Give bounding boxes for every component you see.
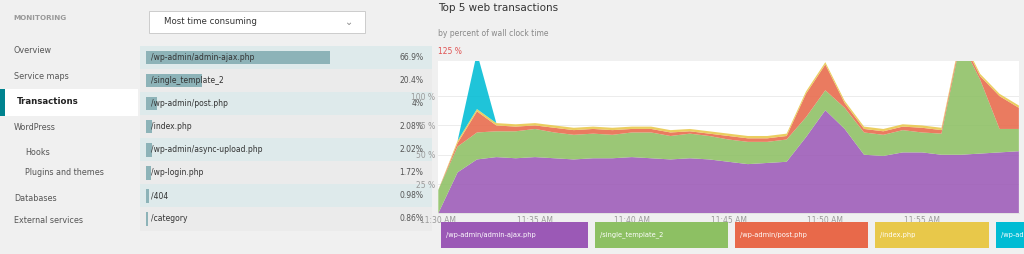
- FancyBboxPatch shape: [0, 89, 138, 116]
- Text: External services: External services: [14, 216, 83, 226]
- FancyBboxPatch shape: [146, 213, 148, 226]
- FancyBboxPatch shape: [735, 222, 868, 248]
- FancyBboxPatch shape: [146, 189, 148, 203]
- Text: /single_template_2: /single_template_2: [151, 76, 223, 85]
- FancyBboxPatch shape: [146, 120, 152, 133]
- Text: Hooks: Hooks: [25, 148, 49, 157]
- Text: Top 5 web transactions: Top 5 web transactions: [438, 3, 558, 13]
- Text: /wp-login.php: /wp-login.php: [151, 168, 203, 177]
- FancyBboxPatch shape: [146, 51, 330, 64]
- Text: WordPress: WordPress: [14, 122, 55, 132]
- FancyBboxPatch shape: [140, 184, 432, 207]
- Text: by percent of wall clock time: by percent of wall clock time: [438, 29, 549, 38]
- FancyBboxPatch shape: [140, 207, 432, 231]
- Text: Service maps: Service maps: [14, 72, 69, 81]
- Text: /wp-admin/post.php: /wp-admin/post.php: [740, 232, 807, 238]
- FancyBboxPatch shape: [140, 115, 432, 138]
- Text: /index.php: /index.php: [151, 122, 191, 131]
- FancyBboxPatch shape: [146, 74, 202, 87]
- Text: MONITORING: MONITORING: [14, 15, 68, 21]
- Text: 0.98%: 0.98%: [399, 191, 423, 200]
- FancyBboxPatch shape: [595, 222, 728, 248]
- FancyBboxPatch shape: [146, 143, 152, 156]
- FancyBboxPatch shape: [996, 222, 1024, 248]
- FancyBboxPatch shape: [146, 166, 151, 180]
- Text: Plugins and themes: Plugins and themes: [25, 168, 103, 177]
- FancyBboxPatch shape: [150, 11, 365, 33]
- Text: Most time consuming: Most time consuming: [164, 17, 256, 26]
- Text: /index.php: /index.php: [880, 232, 915, 238]
- Text: /wp-admin/async-upload.php: /wp-admin/async-upload.php: [151, 145, 262, 154]
- Text: /wp-admin/async-upload.php: /wp-admin/async-upload.php: [1001, 232, 1024, 238]
- Text: 66.9%: 66.9%: [399, 53, 423, 62]
- Text: Databases: Databases: [14, 194, 56, 203]
- Text: /wp-admin/post.php: /wp-admin/post.php: [151, 99, 227, 108]
- Text: 2.02%: 2.02%: [399, 145, 423, 154]
- FancyBboxPatch shape: [146, 97, 157, 110]
- Text: /category: /category: [151, 214, 187, 224]
- Text: /single_template_2: /single_template_2: [600, 232, 664, 238]
- FancyBboxPatch shape: [140, 138, 432, 161]
- Text: 1.72%: 1.72%: [399, 168, 423, 177]
- Text: ⌄: ⌄: [344, 17, 352, 27]
- FancyBboxPatch shape: [140, 46, 432, 69]
- FancyBboxPatch shape: [140, 69, 432, 92]
- Text: 4%: 4%: [412, 99, 423, 108]
- Text: 20.4%: 20.4%: [399, 76, 423, 85]
- Text: 2.08%: 2.08%: [399, 122, 423, 131]
- Text: 125 %: 125 %: [438, 47, 462, 56]
- Text: 0.86%: 0.86%: [399, 214, 423, 224]
- FancyBboxPatch shape: [140, 92, 432, 115]
- FancyBboxPatch shape: [876, 222, 989, 248]
- Text: Overview: Overview: [14, 46, 52, 55]
- FancyBboxPatch shape: [0, 89, 5, 116]
- Text: /404: /404: [151, 191, 168, 200]
- Text: /wp-admin/admin-ajax.php: /wp-admin/admin-ajax.php: [151, 53, 254, 62]
- Text: /wp-admin/admin-ajax.php: /wp-admin/admin-ajax.php: [445, 232, 536, 238]
- FancyBboxPatch shape: [140, 161, 432, 184]
- FancyBboxPatch shape: [441, 222, 588, 248]
- Text: Transactions: Transactions: [16, 97, 79, 106]
